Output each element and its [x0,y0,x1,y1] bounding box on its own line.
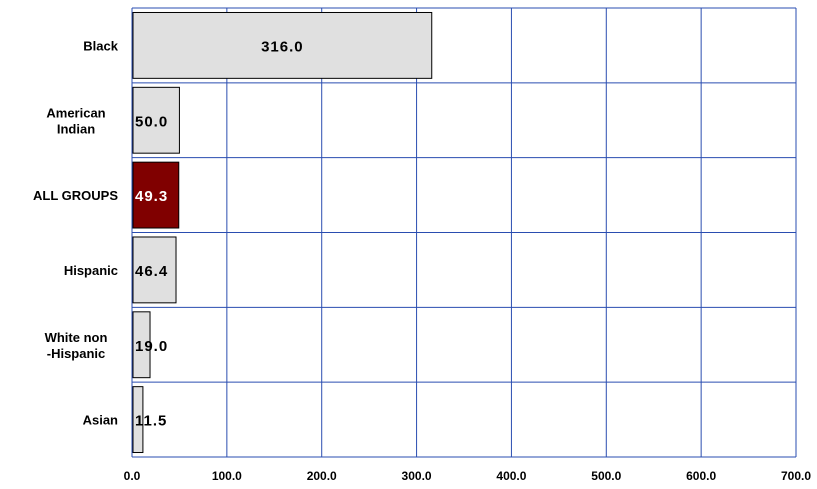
x-tick-label: 600.0 [686,469,716,483]
bar [132,86,180,154]
x-tick-label: 300.0 [402,469,432,483]
bar [132,11,433,79]
bar [132,161,180,229]
category-label: Black [83,38,118,53]
bar [132,236,177,304]
bar [132,311,151,379]
x-tick-label: 100.0 [212,469,242,483]
data-label: 49.3 [135,188,168,205]
x-tick-label: 700.0 [781,469,811,483]
data-label: 316.0 [261,38,304,55]
x-tick-label: 200.0 [307,469,337,483]
x-tick-label: 500.0 [591,469,621,483]
x-tick-label: 400.0 [496,469,526,483]
grid [131,7,797,458]
data-label: 46.4 [135,263,168,280]
data-label: 19.0 [135,338,168,355]
data-label: 50.0 [135,113,168,130]
category-label: ALL GROUPS [33,188,118,203]
category-label: White non -Hispanic [45,330,108,361]
data-label: 11.5 [135,413,167,430]
category-label: American Indian [46,105,105,136]
x-axis-tick-labels: 0.0 100.0 200.0 300.0 400.0 500.0 600.0 700.0 [124,469,812,483]
bars [132,11,433,454]
x-tick-label: 0.0 [124,469,141,483]
category-label: Asian [83,413,118,428]
category-label: Hispanic [64,263,118,278]
bar [132,386,144,454]
data-labels: 316.0 50.0 49.3 46.4 19.0 11.5 [135,38,304,430]
category-labels: Black American Indian ALL GROUPS Hispanic Whi… [33,38,119,427]
